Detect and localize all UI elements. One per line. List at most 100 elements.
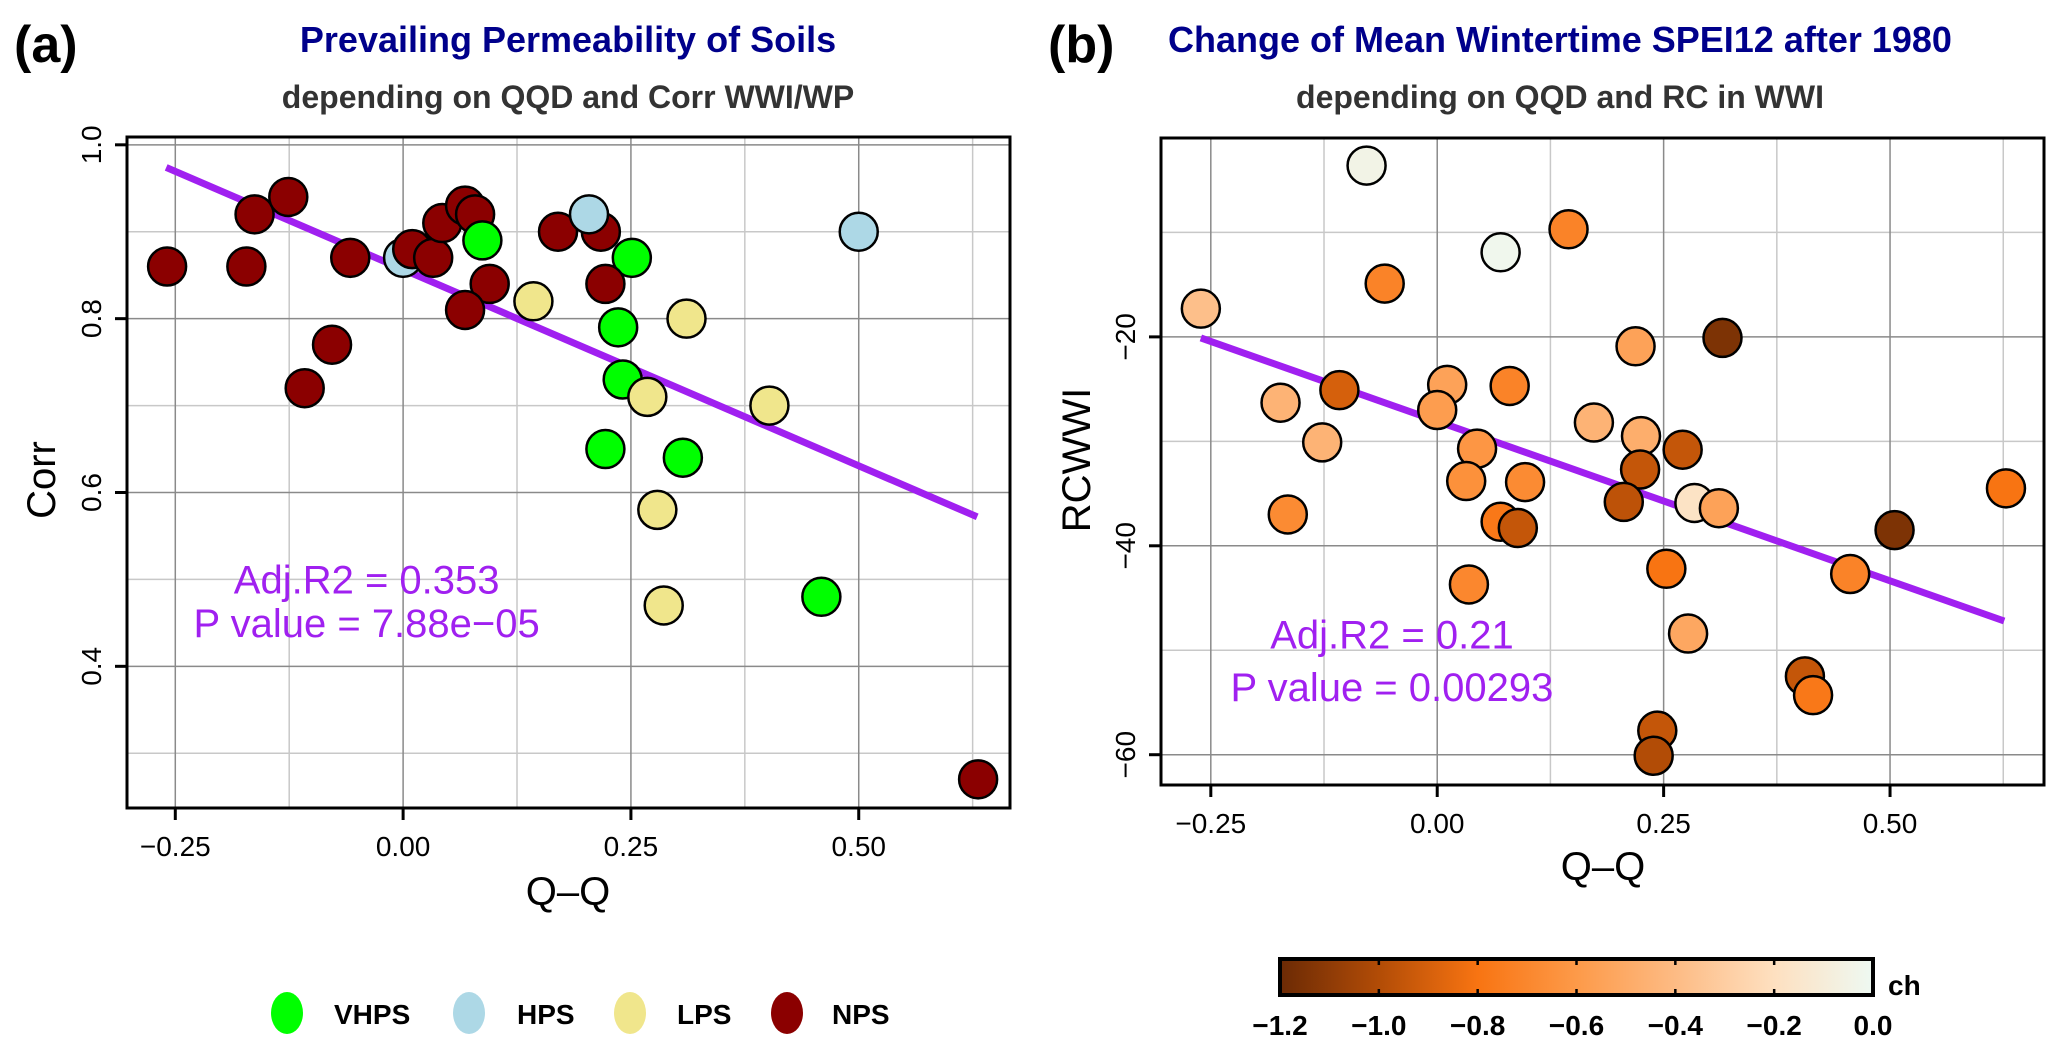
point-nps <box>537 211 579 252</box>
point-lps <box>513 281 554 322</box>
panel-a-title: Prevailing Permeability of Soils <box>300 19 836 60</box>
point-rcwwi <box>1504 461 1546 503</box>
point-rcwwi <box>1497 507 1539 549</box>
colorbar-tick-label: −0.8 <box>1450 1010 1505 1041</box>
point-nps <box>957 759 999 800</box>
legend-marker-nps <box>771 992 803 1034</box>
panel-b-plot: −0.25 0.00 0.25 0.50 −60 −40 −20 Adj.R2 = 0.21… <box>1055 136 2046 889</box>
point-rcwwi <box>1633 735 1674 777</box>
legend-label-lps: LPS <box>677 999 731 1030</box>
point-vhps <box>462 220 503 261</box>
panel-b-title: Change of Mean Wintertime SPEI12 after 1… <box>1168 19 1952 60</box>
colorbar-tick-label: 0.0 <box>1854 1010 1893 1041</box>
panel-b-regression-line <box>1199 334 2006 625</box>
point-rcwwi <box>1667 613 1709 654</box>
point-nps <box>268 176 309 218</box>
point-rcwwi <box>1445 460 1487 502</box>
point-vhps <box>597 307 639 348</box>
panel-a-y-tick-label: 0.4 <box>76 647 107 686</box>
panel-a-plot: −0.25 0.00 0.25 0.50 0.4 0.6 0.8 1.0 Adj.R2 = 0… <box>20 125 1012 914</box>
point-nps <box>444 289 486 331</box>
panel-b-frame <box>1159 136 2046 787</box>
point-nps <box>585 263 626 305</box>
point-hps <box>568 194 610 235</box>
point-vhps <box>662 437 704 478</box>
point-nps <box>146 246 188 287</box>
point-rcwwi <box>1180 288 1222 329</box>
point-rcwwi <box>1260 382 1301 423</box>
panel-b-points <box>1180 145 2027 777</box>
point-rcwwi <box>1874 509 1915 551</box>
point-nps <box>234 194 275 235</box>
point-rcwwi <box>1603 481 1645 523</box>
panel-b-label: (b) <box>1048 16 1114 74</box>
point-rcwwi <box>1573 402 1615 443</box>
panel-b-ticks: −0.25 0.00 0.25 0.50 −60 −40 −20 <box>1110 313 1917 839</box>
panel-b-p-value: P value = 0.00293 <box>1231 666 1554 710</box>
legend-marker-lps <box>614 992 646 1034</box>
point-vhps <box>801 576 842 618</box>
point-vhps <box>585 428 626 470</box>
point-rcwwi <box>1702 317 1743 359</box>
panel-a-subtitle: depending on QQD and Corr WWI/WP <box>282 79 854 115</box>
panel-a-legend: VHPS HPS LPS NPS <box>271 992 890 1034</box>
panel-b-x-axis-label: Q–Q <box>1561 845 1645 889</box>
panel-b-grid <box>1161 138 2044 785</box>
panel-a-x-axis-label: Q–Q <box>526 870 610 914</box>
point-rcwwi <box>1480 232 1521 273</box>
colorbar-ticks: −1.2 −1.0 −0.8 −0.6 −0.4 −0.2 0.0 <box>1252 959 1892 1041</box>
legend-label-vhps: VHPS <box>334 999 410 1030</box>
panel-a-y-tick-label: 0.6 <box>76 473 107 512</box>
point-nps <box>311 324 353 365</box>
panel-b-y-tick-label: −60 <box>1110 731 1141 779</box>
point-vhps <box>611 237 653 279</box>
point-rcwwi <box>1448 564 1490 605</box>
panel-a-points <box>146 176 999 800</box>
panel-b-y-tick-label: −40 <box>1110 522 1141 570</box>
point-rcwwi <box>1619 449 1661 490</box>
point-rcwwi <box>1985 468 2027 509</box>
panel-b-y-axis-label: RCWWI <box>1055 388 1099 532</box>
point-nps <box>412 237 454 279</box>
panel-a-adj-r2: Adj.R2 = 0.353 <box>234 558 500 602</box>
point-lps <box>637 489 678 531</box>
point-lps <box>643 585 684 626</box>
panel-a-regression-line <box>164 164 979 521</box>
panel-b-colorbar: −1.2 −1.0 −0.8 −0.6 −0.4 −0.2 0.0 ch <box>1252 957 1921 1041</box>
panel-a-y-axis-label: Corr <box>20 441 64 519</box>
point-rcwwi <box>1615 326 1656 367</box>
colorbar-tick-label: −1.2 <box>1252 1010 1307 1041</box>
legend-marker-vhps <box>271 992 303 1034</box>
point-rcwwi <box>1792 674 1834 716</box>
colorbar-tick-label: −0.6 <box>1549 1010 1604 1041</box>
panel-a-p-value: P value = 7.88e−05 <box>194 602 540 646</box>
panel-a-ticks: −0.25 0.00 0.25 0.50 0.4 0.6 0.8 1.0 <box>76 125 886 862</box>
point-lps <box>749 385 790 426</box>
legend-label-nps: NPS <box>832 999 890 1030</box>
legend-label-hps: HPS <box>517 999 575 1030</box>
panel-a-x-tick-label: 0.00 <box>376 831 431 862</box>
panel-b-x-tick-label: 0.25 <box>1636 808 1691 839</box>
panel-b-x-tick-label: 0.00 <box>1410 808 1465 839</box>
panel-a-frame <box>125 135 1012 810</box>
point-rcwwi <box>1698 487 1740 529</box>
point-rcwwi <box>1346 145 1387 186</box>
point-lps <box>627 376 668 418</box>
panel-a-label: (a) <box>14 16 78 74</box>
point-rcwwi <box>1416 389 1458 431</box>
panel-a-x-tick-label: 0.50 <box>831 831 886 862</box>
point-rcwwi <box>1301 422 1343 463</box>
colorbar-tick-label: −0.2 <box>1747 1010 1802 1041</box>
point-rcwwi <box>1646 548 1687 590</box>
panel-a-regression <box>164 164 979 521</box>
point-hps <box>838 211 879 252</box>
panel-a-x-tick-label: 0.25 <box>604 831 659 862</box>
legend-marker-hps <box>453 992 485 1034</box>
panel-b-x-tick-label: −0.25 <box>1175 808 1246 839</box>
colorbar-tick-label: −0.4 <box>1648 1010 1704 1041</box>
point-rcwwi <box>1829 553 1871 595</box>
panel-a-y-tick-label: 0.8 <box>76 299 107 338</box>
panel-b-y-tick-label: −20 <box>1110 313 1141 361</box>
panel-a-y-tick-label: 1.0 <box>76 125 107 164</box>
